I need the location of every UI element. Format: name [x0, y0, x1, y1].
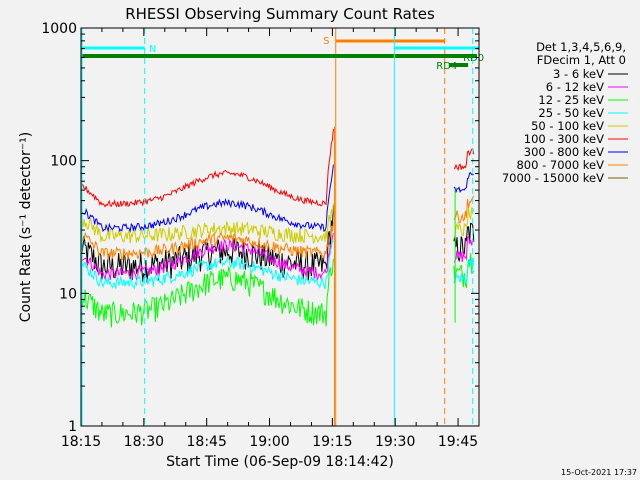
series-line-late	[453, 148, 475, 172]
y-tick-label: 10	[59, 286, 77, 302]
y-axis-label: Count Rate (s⁻¹ detector⁻¹)	[18, 132, 34, 322]
series-line-early	[80, 164, 334, 234]
series-line-late	[453, 253, 475, 288]
series-line-late	[453, 257, 475, 286]
x-axis-label: Start Time (06-Sep-09 18:14:42)	[166, 454, 394, 470]
y-tick-label: 1	[68, 419, 77, 435]
y-tick-label: 100	[50, 154, 77, 170]
legend-label: 7000 - 15000 keV	[502, 171, 604, 185]
x-tick-label: 19:15	[312, 434, 352, 450]
x-tick-label: 18:30	[124, 434, 164, 450]
y-tick-label: 1000	[41, 21, 77, 37]
legend-label: 6 - 12 keV	[546, 80, 604, 94]
chart-title: RHESSI Observing Summary Count Rates	[125, 5, 435, 23]
plot-frame	[80, 27, 480, 427]
series-line-early	[81, 221, 334, 261]
legend-label: 12 - 25 keV	[538, 93, 604, 107]
series-line-late	[453, 235, 475, 263]
axes: 18:15 18:30 18:45 19:00 19:15 19:30 19:45 1 10 10…	[41, 21, 480, 450]
series-line-early	[80, 258, 334, 328]
legend-label: 800 - 7000 keV	[516, 158, 604, 172]
legend-label: 300 - 800 keV	[524, 145, 604, 159]
x-tick-label: 19:45	[438, 434, 478, 450]
marker-label-s: S	[323, 36, 329, 47]
x-tick-label: 19:30	[375, 434, 415, 450]
series-line-early	[80, 239, 334, 290]
x-tick-label: 18:15	[61, 434, 101, 450]
marker-layer: N S RD0 RD4	[81, 28, 484, 426]
marker-label-n: N	[149, 44, 156, 55]
legend-header-line-2: FDecim 1, Att 0	[537, 53, 626, 67]
series-line-late	[453, 172, 474, 193]
marker-label-rd0: RD0	[463, 53, 484, 64]
footer-timestamp: 15-Oct-2021 17:37	[561, 468, 637, 477]
legend-header-line-1: Det 1,3,4,5,6,9,	[536, 40, 626, 54]
series-line-late	[453, 195, 475, 224]
series-line-early	[80, 232, 334, 281]
legend-label: 50 - 100 keV	[531, 119, 604, 133]
series-line-early	[80, 128, 334, 208]
series-line-early	[80, 203, 334, 245]
x-tick-label: 18:45	[187, 434, 227, 450]
x-tick-label: 19:00	[249, 434, 289, 450]
legend-label: 3 - 6 keV	[553, 67, 604, 81]
legend-label: 100 - 300 keV	[524, 132, 604, 146]
marker-label-rd4: RD4	[436, 61, 457, 72]
series-layer	[80, 126, 475, 426]
legend-label: 25 - 50 keV	[538, 106, 604, 120]
series-line-late	[453, 207, 475, 240]
legend: Det 1,3,4,5,6,9, FDecim 1, Att 0 3 - 6 k…	[502, 40, 628, 185]
